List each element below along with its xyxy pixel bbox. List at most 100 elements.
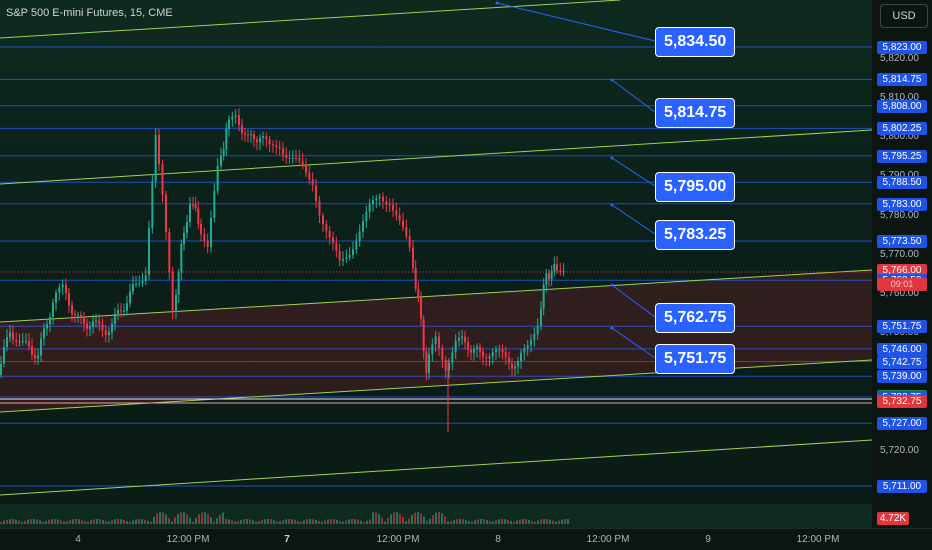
candle-body — [220, 155, 222, 166]
candle-body — [332, 237, 334, 244]
volume-bar — [144, 519, 146, 524]
price-level-label: 5,814.75 — [877, 73, 927, 87]
candle-body — [550, 271, 553, 280]
volume-bar — [258, 521, 260, 524]
callout-connector — [611, 284, 656, 318]
volume-bar — [123, 519, 125, 524]
candle-body — [192, 204, 194, 206]
volume-bar — [18, 520, 20, 524]
candle-body — [151, 181, 154, 229]
candle-body — [189, 204, 191, 223]
candle-body — [183, 232, 185, 245]
candle-body — [488, 356, 491, 359]
price-level-label: 5,711.00 — [877, 480, 927, 493]
candlestick-series[interactable] — [0, 108, 565, 432]
candle-body — [141, 280, 144, 284]
price-callout[interactable]: 5,783.25 — [655, 220, 736, 250]
volume-bar — [120, 519, 122, 524]
candle-body — [132, 284, 134, 292]
volume-bar — [384, 521, 386, 524]
candle-body — [454, 340, 457, 353]
price-callout[interactable]: 5,762.75 — [655, 303, 736, 333]
volume-bar — [555, 521, 557, 524]
volume-bar — [201, 512, 203, 524]
candle-body — [464, 336, 466, 343]
volume-bar — [477, 519, 479, 524]
volume-bar — [459, 519, 461, 524]
candle-body — [385, 201, 388, 205]
volume-bar — [30, 519, 32, 524]
volume-bar — [189, 517, 191, 524]
candle-body — [514, 366, 516, 369]
volume-bar — [435, 512, 437, 524]
volume-bar — [351, 519, 353, 524]
volume-bar — [318, 521, 320, 524]
volume-bar — [567, 519, 569, 524]
candle-body — [49, 316, 51, 324]
candle-body — [365, 211, 368, 222]
price-chart-canvas[interactable] — [0, 0, 932, 530]
candle-body — [295, 157, 297, 159]
time-axis[interactable] — [0, 528, 932, 550]
candle-body — [536, 325, 539, 335]
candle-body — [412, 247, 414, 268]
candle-body — [86, 323, 88, 329]
price-level-label: 5,732.75 — [877, 394, 927, 408]
price-callout[interactable]: 5,834.50 — [655, 27, 736, 57]
candle-body — [491, 351, 494, 357]
candle-body — [352, 249, 354, 256]
trend-line-top[interactable] — [0, 0, 621, 39]
volume-bar — [162, 512, 164, 524]
volume-bar — [153, 516, 155, 524]
candle-body — [129, 291, 131, 304]
volume-bar — [441, 513, 443, 524]
price-callout[interactable]: 5,795.00 — [655, 172, 736, 202]
candle-body — [362, 221, 364, 232]
currency-button[interactable]: USD — [880, 4, 928, 28]
candle-body — [448, 362, 450, 371]
candle-body — [165, 194, 167, 232]
volume-bar — [327, 519, 329, 524]
candle-body — [467, 342, 469, 350]
candle-body — [315, 185, 317, 201]
volume-bar — [465, 520, 467, 524]
volume-bar — [495, 520, 497, 524]
candle-body — [168, 231, 171, 272]
candle-body — [108, 332, 110, 336]
candle-body — [408, 236, 411, 248]
price-callout[interactable]: 5,814.75 — [655, 98, 736, 128]
candle-body — [405, 227, 408, 237]
volume-bar — [393, 512, 395, 524]
volume-bar — [468, 521, 470, 524]
volume-bar — [519, 519, 521, 524]
candle-body — [335, 243, 338, 251]
candle-body — [253, 134, 255, 140]
volume-bar — [408, 518, 410, 524]
price-level-label: 5,766.00 — [877, 264, 927, 278]
volume-bar — [366, 520, 368, 524]
price-axis-tick: 5,800.00 — [880, 131, 919, 143]
volume-bar — [168, 518, 170, 524]
trend-line-lower[interactable] — [0, 439, 873, 496]
volume-bar — [159, 512, 161, 524]
candle-body — [559, 270, 562, 272]
candle-body — [420, 296, 422, 319]
price-level-label: 5,742.75 — [877, 355, 927, 369]
trend-line-upper[interactable] — [0, 129, 873, 185]
trend-line-channel-top[interactable] — [0, 269, 873, 323]
candle-body — [428, 354, 430, 373]
price-callout[interactable]: 5,751.75 — [655, 344, 736, 374]
volume-bar — [270, 519, 272, 524]
candle-body — [244, 133, 246, 135]
candle-body — [382, 196, 384, 202]
candle-body — [556, 264, 558, 271]
volume-bar — [102, 520, 104, 524]
time-axis-tick: 4 — [75, 534, 81, 545]
price-axis-tick: 5,770.00 — [880, 248, 919, 260]
volume-bar — [207, 513, 209, 524]
volume-bar — [516, 520, 518, 524]
volume-bar — [456, 519, 458, 524]
volume-bar — [522, 519, 524, 524]
callout-anchor — [610, 326, 614, 330]
